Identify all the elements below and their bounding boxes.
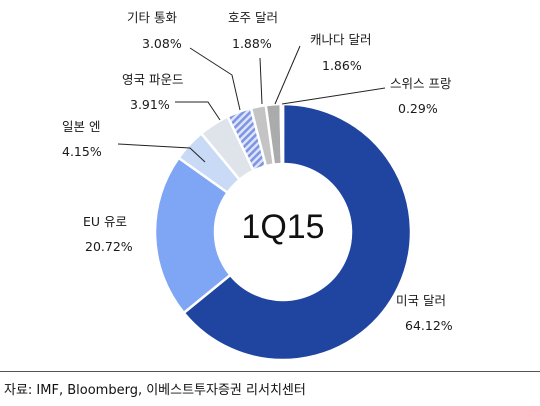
- slice-labels: 미국 달러 64.12% EU 유로 20.72% 일본 엔 4.15% 영국 파운드 3.9…: [62, 10, 453, 333]
- leader-line-5: [259, 57, 263, 105]
- slice-value-label-5: 1.88%: [232, 36, 272, 51]
- slice-value-label-1: 20.72%: [85, 239, 133, 254]
- donut-slices: [153, 102, 413, 362]
- slice-name-label-2: 일본 엔: [62, 119, 100, 134]
- slice-name-label-3: 영국 파운드: [122, 72, 183, 87]
- leader-line-2: [117, 143, 206, 163]
- slice-name-label-6: 캐나다 달러: [310, 32, 371, 47]
- slice-value-label-3: 3.91%: [130, 97, 170, 112]
- leader-line-7: [281, 87, 386, 105]
- slice-1: [153, 156, 233, 315]
- slice-name-label-1: EU 유로: [83, 214, 127, 229]
- leader-line-6: [274, 45, 301, 105]
- slice-name-label-0: 미국 달러: [396, 293, 446, 308]
- slice-0: [182, 102, 413, 362]
- slice-value-label-6: 1.86%: [322, 58, 362, 73]
- leader-lines: [117, 45, 386, 163]
- leader-line-4: [189, 47, 241, 111]
- donut-chart: 1Q15 미국 달러 64.12% EU 유로 20.72% 일본 엔 4.15% 영국 파…: [62, 10, 453, 362]
- slice-name-label-4: 기타 통화: [127, 10, 177, 25]
- center-label: 1Q15: [241, 208, 324, 246]
- slice-value-label-0: 64.12%: [405, 318, 453, 333]
- slice-value-label-4: 3.08%: [142, 36, 182, 51]
- slice-name-label-7: 스위스 프랑: [390, 76, 452, 91]
- leader-line-3: [175, 101, 221, 121]
- source-divider: [0, 371, 540, 372]
- slice-value-label-2: 4.15%: [62, 144, 102, 159]
- source-note: 자료: IMF, Bloomberg, 이베스트투자증권 리서치센터: [4, 383, 306, 398]
- slice-value-label-7: 0.29%: [398, 101, 438, 116]
- slice-7: [279, 102, 285, 166]
- slice-name-label-5: 호주 달러: [228, 10, 278, 25]
